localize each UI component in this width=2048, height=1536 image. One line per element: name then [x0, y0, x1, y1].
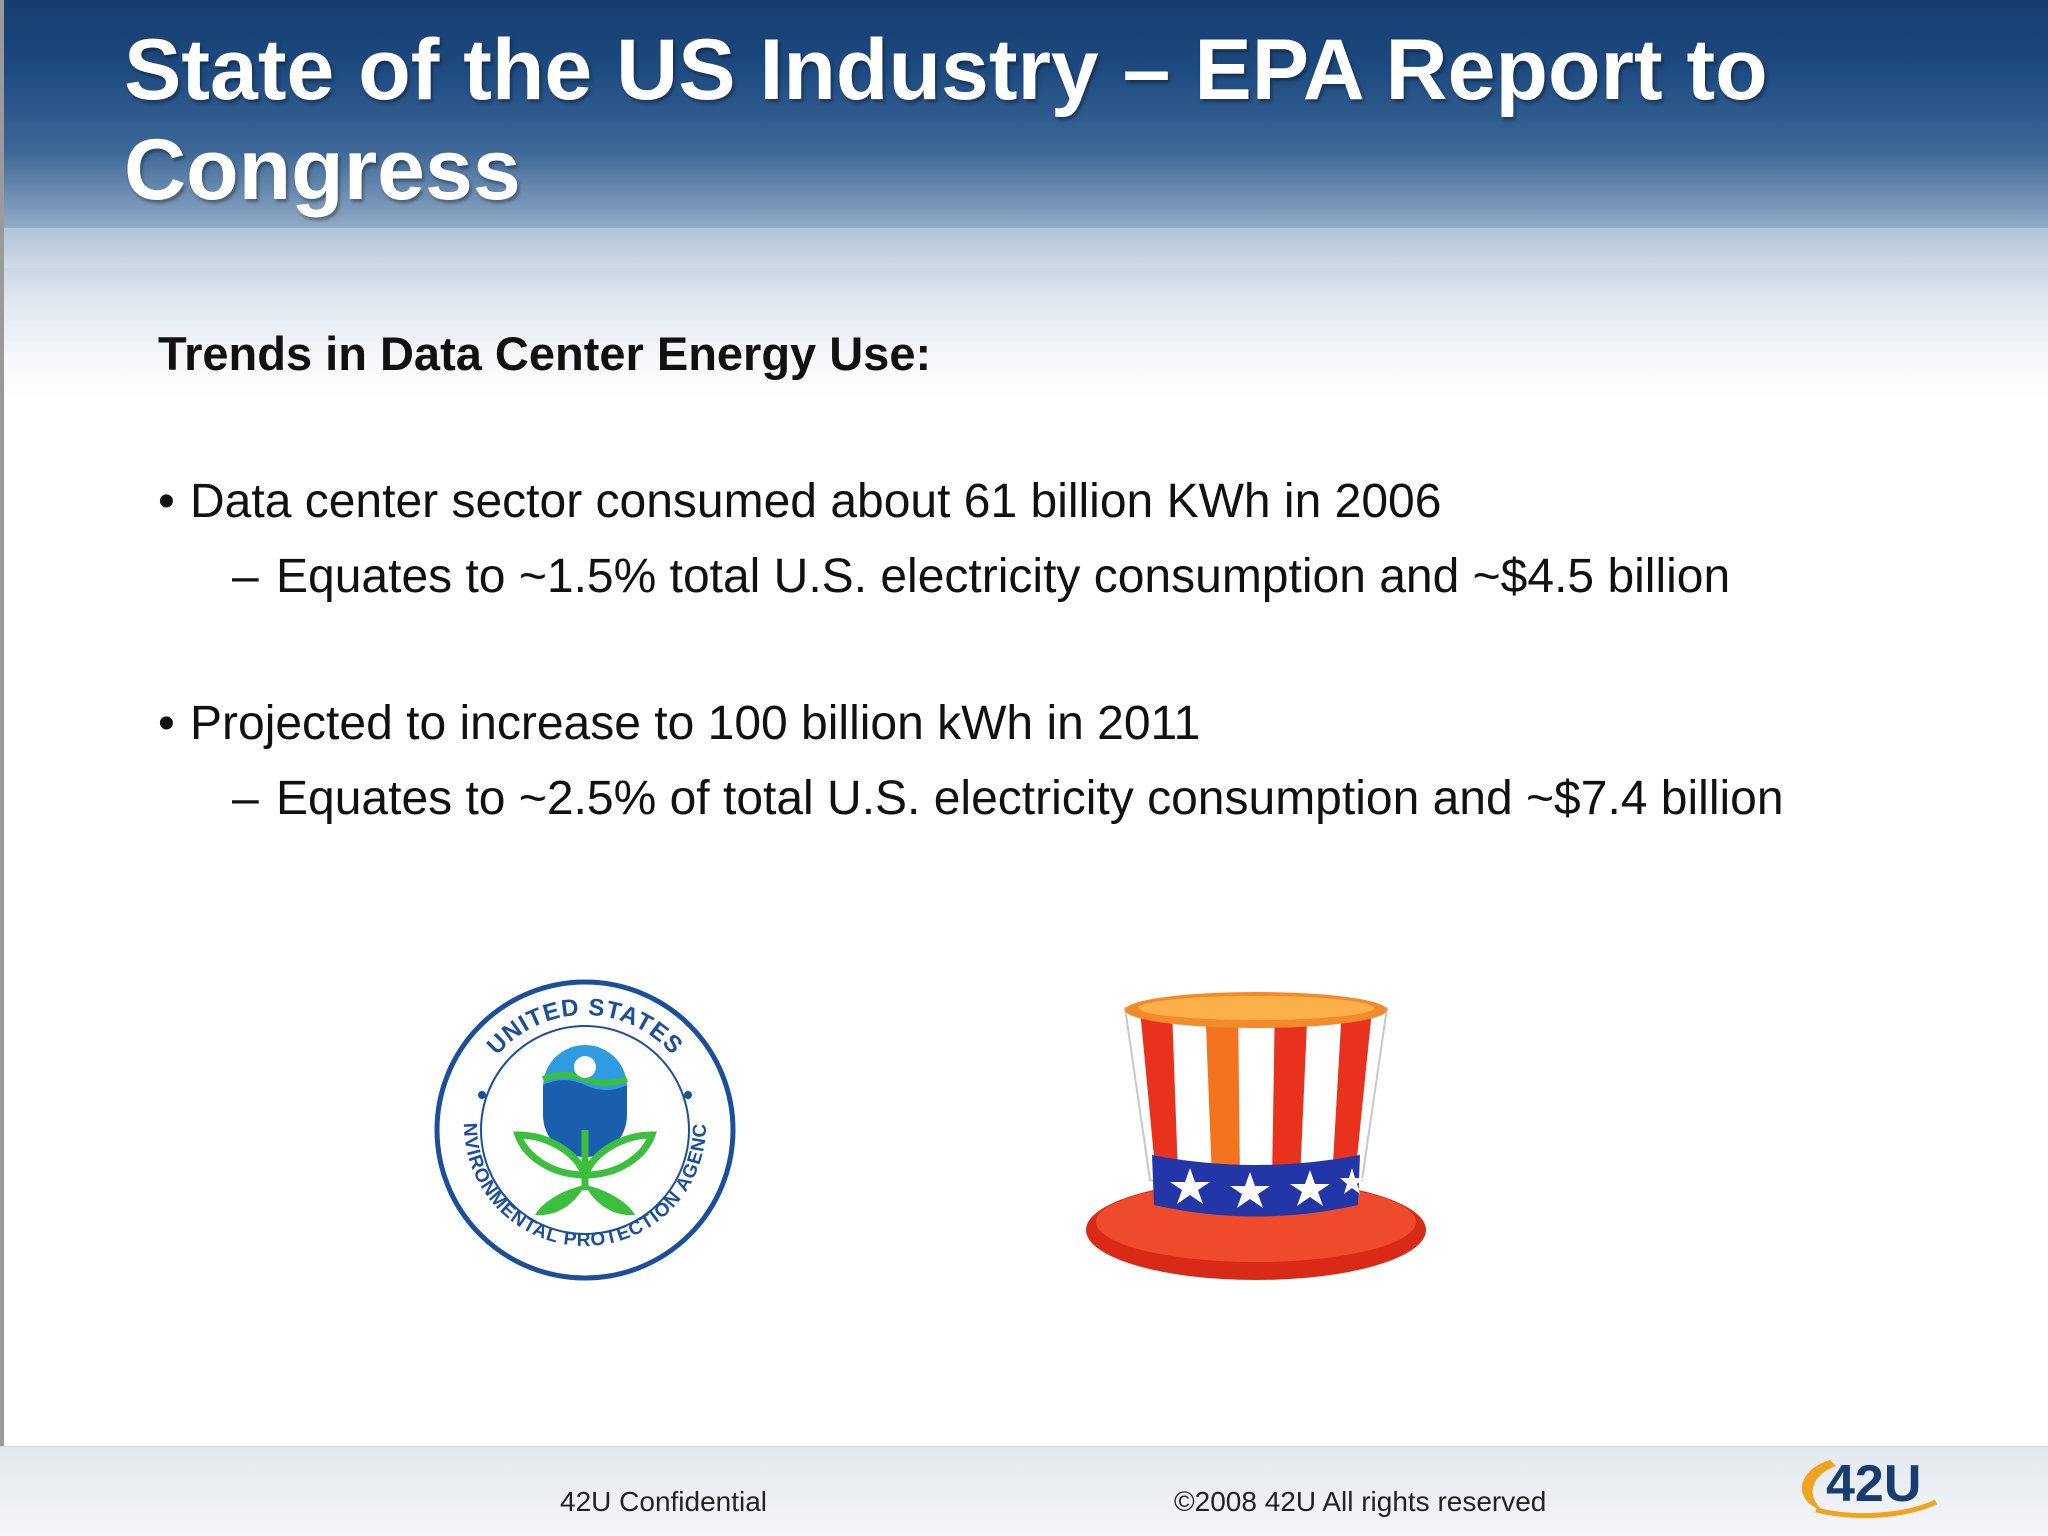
- bullet-item: • Projected to increase to 100 billion kW…: [158, 696, 1200, 751]
- sub-bullet-item: – Equates to ~2.5% of total U.S. electric…: [232, 771, 1784, 826]
- epa-seal-icon: UNITED STATES ENVIRONMENTAL PROTECTION A…: [430, 975, 736, 1281]
- sub-bullet-text: Equates to ~1.5% total U.S. electricity …: [276, 550, 1731, 603]
- bullet-item: • Data center sector consumed about 61 bi…: [158, 474, 1441, 529]
- bullet-text: Projected to increase to 100 billion kWh…: [190, 697, 1201, 750]
- bullet-marker: •: [158, 475, 175, 528]
- brand-swoosh-icon: [1802, 1460, 1938, 1518]
- brand-logo: 42U: [1786, 1452, 1946, 1522]
- brand-text: 42U: [1826, 1455, 1922, 1513]
- footer-copyright: ©2008 42U All rights reserved: [1174, 1486, 1547, 1517]
- sub-bullet-item: – Equates to ~1.5% total U.S. electricity…: [232, 549, 1730, 604]
- header-sheen: [0, 228, 2048, 268]
- header-band: [0, 0, 2048, 400]
- left-edge-rule: [0, 0, 4, 1536]
- bullet-text: Data center sector consumed about 61 bil…: [190, 475, 1442, 528]
- slide-subtitle: Trends in Data Center Energy Use:: [158, 327, 932, 380]
- dash-marker: –: [232, 772, 259, 825]
- sub-bullet-text: Equates to ~2.5% of total U.S. electrici…: [276, 772, 1784, 825]
- footer-bar: [0, 1446, 2048, 1536]
- dash-marker: –: [232, 550, 259, 603]
- uncle-sam-hat-icon: [1086, 992, 1426, 1280]
- bullet-marker: •: [158, 697, 175, 750]
- footer-confidential: 42U Confidential: [560, 1486, 768, 1517]
- slide-title: State of the US Industry – EPA Report to…: [124, 22, 1768, 218]
